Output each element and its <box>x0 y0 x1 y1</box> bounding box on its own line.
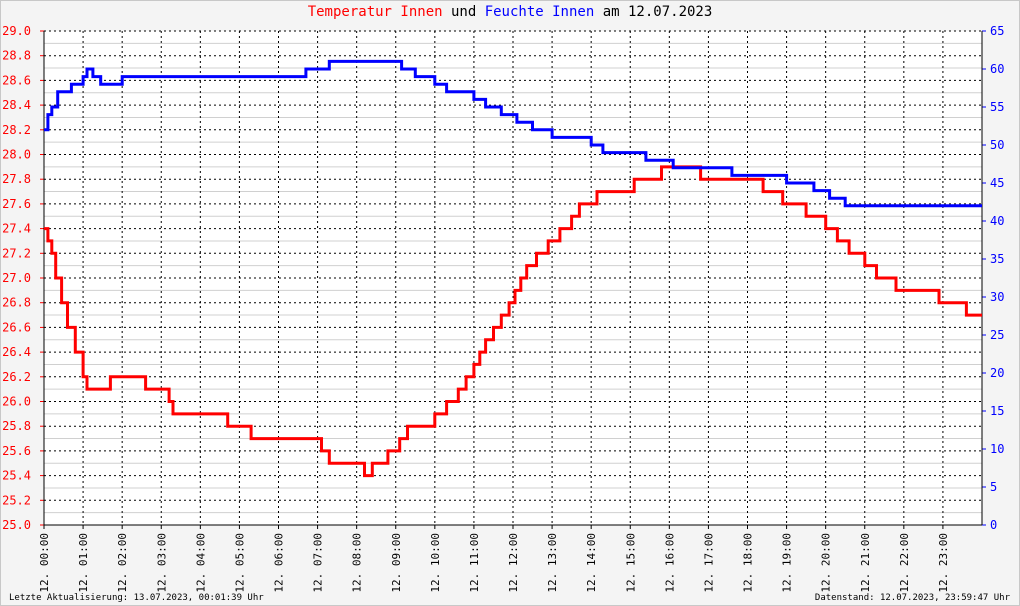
x-tick-label: 12. 12:00 <box>507 533 520 593</box>
x-tick-label: 12. 11:00 <box>468 533 481 593</box>
right-tick-label: 25 <box>990 328 1004 342</box>
footer-data-status: Datenstand: 12.07.2023, 23:59:47 Uhr <box>814 593 1010 603</box>
left-tick-label: 27.6 <box>2 197 31 211</box>
x-tick-label: 12. 14:00 <box>585 533 598 593</box>
x-tick-label: 12. 23:00 <box>937 533 950 593</box>
x-tick-label: 12. 17:00 <box>702 533 715 593</box>
chart-title: Temperatur Innen und Feuchte Innen am 12… <box>0 4 1020 20</box>
left-tick-label: 26.4 <box>2 345 31 359</box>
x-tick-label: 12. 09:00 <box>390 533 403 593</box>
right-tick-label: 40 <box>990 214 1004 228</box>
left-tick-label: 26.0 <box>2 395 31 409</box>
left-tick-label: 29.0 <box>2 24 31 38</box>
left-tick-label: 25.8 <box>2 419 31 433</box>
x-tick-label: 12. 16:00 <box>663 533 676 593</box>
right-tick-label: 45 <box>990 176 1004 190</box>
left-tick-label: 26.8 <box>2 296 31 310</box>
left-tick-label: 26.6 <box>2 320 31 334</box>
left-tick-label: 28.6 <box>2 73 31 87</box>
right-tick-label: 0 <box>990 518 997 532</box>
right-tick-label: 35 <box>990 252 1004 266</box>
x-tick-label: 12. 03:00 <box>155 533 168 593</box>
right-tick-label: 15 <box>990 404 1004 418</box>
right-tick-label: 30 <box>990 290 1004 304</box>
left-tick-label: 28.8 <box>2 49 31 63</box>
right-tick-label: 60 <box>990 62 1004 76</box>
x-tick-label: 12. 04:00 <box>194 533 207 593</box>
right-tick-label: 5 <box>990 480 997 494</box>
x-tick-label: 12. 21:00 <box>859 533 872 593</box>
left-tick-label: 28.4 <box>2 98 31 112</box>
left-tick-label: 27.2 <box>2 246 31 260</box>
x-tick-label: 12. 06:00 <box>273 533 286 593</box>
right-tick-label: 50 <box>990 138 1004 152</box>
x-tick-label: 12. 22:00 <box>898 533 911 593</box>
x-tick-label: 12. 02:00 <box>116 533 129 593</box>
x-tick-label: 12. 10:00 <box>429 533 442 593</box>
left-tick-label: 28.0 <box>2 148 31 162</box>
x-tick-label: 12. 20:00 <box>820 533 833 593</box>
x-tick-label: 12. 07:00 <box>312 533 325 593</box>
right-tick-label: 65 <box>990 24 1004 38</box>
title-connector: und <box>442 4 485 20</box>
x-tick-label: 12. 01:00 <box>77 533 90 593</box>
title-date: am 12.07.2023 <box>594 4 713 20</box>
temperature-series-line <box>44 165 982 478</box>
left-tick-label: 25.0 <box>2 518 31 532</box>
right-tick-label: 55 <box>990 100 1004 114</box>
humidity-series-line <box>44 59 982 208</box>
x-tick-label: 12. 18:00 <box>742 533 755 593</box>
x-tick-label: 12. 08:00 <box>351 533 364 593</box>
left-tick-label: 25.2 <box>2 493 31 507</box>
left-tick-label: 28.2 <box>2 123 31 137</box>
title-humidity: Feuchte Innen <box>484 4 595 20</box>
left-tick-label: 27.4 <box>2 222 31 236</box>
right-tick-label: 20 <box>990 366 1004 380</box>
title-temperature: Temperatur Innen <box>307 4 443 20</box>
x-tick-label: 12. 15:00 <box>624 533 637 593</box>
x-tick-label: 12. 05:00 <box>233 533 246 593</box>
x-tick-label: 12. 00:00 <box>38 533 51 593</box>
right-tick-label: 10 <box>990 442 1004 456</box>
left-tick-label: 25.4 <box>2 469 31 483</box>
left-tick-label: 25.6 <box>2 444 31 458</box>
left-tick-label: 27.0 <box>2 271 31 285</box>
x-tick-label: 12. 19:00 <box>781 533 794 593</box>
left-tick-label: 26.2 <box>2 370 31 384</box>
footer-last-update: Letzte Aktualisierung: 13.07.2023, 00:01… <box>9 593 264 603</box>
x-tick-label: 12. 13:00 <box>546 533 559 593</box>
left-tick-label: 27.8 <box>2 172 31 186</box>
